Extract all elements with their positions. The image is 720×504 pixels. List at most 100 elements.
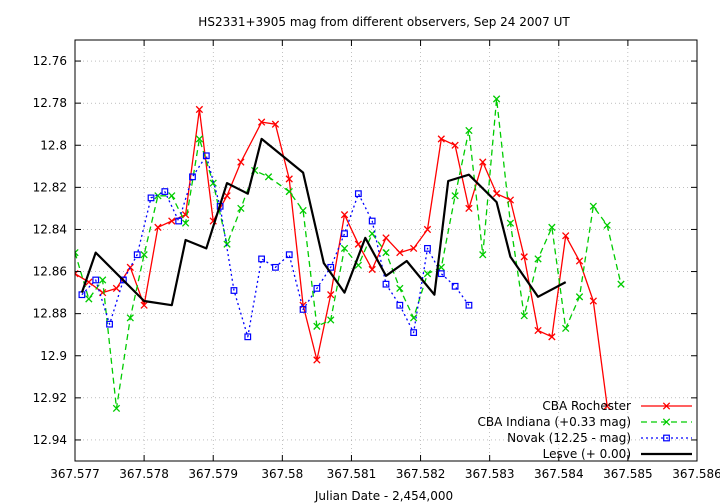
data-point bbox=[479, 158, 487, 166]
series-line bbox=[80, 137, 567, 307]
data-point bbox=[410, 329, 418, 336]
data-point bbox=[451, 282, 459, 290]
data-point bbox=[327, 291, 335, 299]
data-point bbox=[465, 126, 473, 135]
data-point bbox=[327, 316, 335, 324]
y-tick-label: 12.86 bbox=[33, 265, 67, 279]
data-point bbox=[548, 333, 556, 341]
series-0 bbox=[75, 105, 611, 410]
grid bbox=[74, 40, 698, 461]
x-tick-label: 367.579 bbox=[188, 467, 238, 481]
data-point bbox=[492, 95, 501, 103]
data-point bbox=[264, 173, 273, 181]
x-tick-label: 367.581 bbox=[327, 467, 377, 481]
y-tick-label: 12.9 bbox=[40, 349, 67, 363]
data-point bbox=[423, 225, 432, 234]
data-point bbox=[423, 269, 432, 278]
y-tick-label: 12.82 bbox=[33, 180, 67, 194]
data-point bbox=[396, 301, 404, 309]
y-tick-label: 12.88 bbox=[33, 307, 67, 321]
data-point bbox=[299, 206, 307, 215]
legend-label: CBA Rochester bbox=[542, 399, 631, 413]
data-point bbox=[126, 314, 134, 322]
data-point bbox=[272, 263, 279, 271]
data-point bbox=[575, 257, 584, 265]
data-point bbox=[237, 204, 245, 213]
chart-title: HS2331+3905 mag from different observers… bbox=[198, 15, 570, 29]
y-tick-label: 12.8 bbox=[40, 138, 67, 152]
data-point bbox=[230, 287, 238, 294]
y-tick-label: 12.76 bbox=[33, 54, 67, 68]
data-point bbox=[589, 297, 597, 305]
data-point bbox=[424, 244, 431, 252]
data-point bbox=[663, 434, 670, 442]
data-point bbox=[285, 251, 293, 259]
data-point bbox=[119, 276, 127, 284]
data-point bbox=[451, 141, 459, 149]
data-point bbox=[85, 295, 93, 303]
series-1 bbox=[75, 95, 625, 413]
data-point bbox=[340, 211, 349, 219]
data-point bbox=[662, 418, 671, 426]
data-point bbox=[285, 187, 293, 196]
data-point bbox=[451, 192, 459, 200]
data-point bbox=[189, 173, 196, 181]
data-point bbox=[662, 402, 671, 410]
data-point bbox=[112, 404, 121, 413]
data-point bbox=[175, 217, 183, 225]
data-point bbox=[506, 219, 515, 227]
data-point bbox=[299, 301, 307, 309]
series-line bbox=[81, 155, 470, 338]
data-point bbox=[396, 284, 404, 293]
data-point bbox=[617, 280, 625, 288]
data-point bbox=[409, 244, 418, 253]
data-point bbox=[465, 301, 473, 309]
data-point bbox=[313, 356, 321, 364]
data-point bbox=[534, 255, 542, 263]
data-point bbox=[548, 223, 556, 232]
data-point bbox=[603, 402, 611, 410]
y-tick-label: 12.78 bbox=[33, 96, 67, 110]
x-tick-label: 367.585 bbox=[603, 467, 653, 481]
data-point bbox=[140, 251, 148, 259]
data-point bbox=[575, 293, 584, 301]
x-tick-label: 367.578 bbox=[119, 467, 169, 481]
data-point bbox=[126, 263, 134, 271]
data-point bbox=[368, 217, 376, 225]
data-point bbox=[409, 314, 418, 322]
data-point bbox=[223, 240, 231, 248]
data-point bbox=[161, 188, 169, 195]
data-point bbox=[396, 248, 404, 257]
data-point bbox=[313, 284, 321, 292]
data-point bbox=[147, 194, 155, 202]
data-point bbox=[354, 190, 362, 198]
data-point bbox=[382, 248, 390, 257]
plot-area bbox=[75, 95, 625, 413]
x-axis-label: Julian Date - 2,454,000 bbox=[314, 489, 453, 503]
plot-frame bbox=[74, 39, 698, 462]
data-point bbox=[479, 251, 487, 259]
x-tick-label: 367.58 bbox=[261, 467, 303, 481]
data-point bbox=[244, 333, 252, 341]
series-2 bbox=[78, 152, 473, 341]
legend: CBA Rochester CBA Indiana (+0.33 mag) Nova… bbox=[478, 399, 692, 461]
data-point bbox=[340, 244, 349, 253]
data-point bbox=[299, 306, 307, 313]
legend-label: Novak (12.25 - mag) bbox=[507, 431, 631, 445]
data-point bbox=[133, 251, 141, 259]
axis-ticks: 367.577 367.578 367.579 367.58 367.581 367.58… bbox=[33, 40, 720, 481]
x-tick-label: 367.582 bbox=[396, 467, 446, 481]
data-point bbox=[75, 248, 79, 257]
data-point bbox=[202, 152, 210, 160]
data-point bbox=[285, 175, 293, 183]
data-point bbox=[237, 158, 245, 166]
data-point bbox=[106, 320, 113, 328]
data-point bbox=[382, 280, 390, 288]
series-line bbox=[75, 108, 608, 407]
data-point bbox=[534, 326, 542, 335]
y-tick-label: 12.92 bbox=[33, 391, 67, 405]
x-tick-label: 367.586 bbox=[672, 467, 720, 481]
data-point bbox=[465, 204, 473, 213]
data-point bbox=[181, 219, 190, 227]
